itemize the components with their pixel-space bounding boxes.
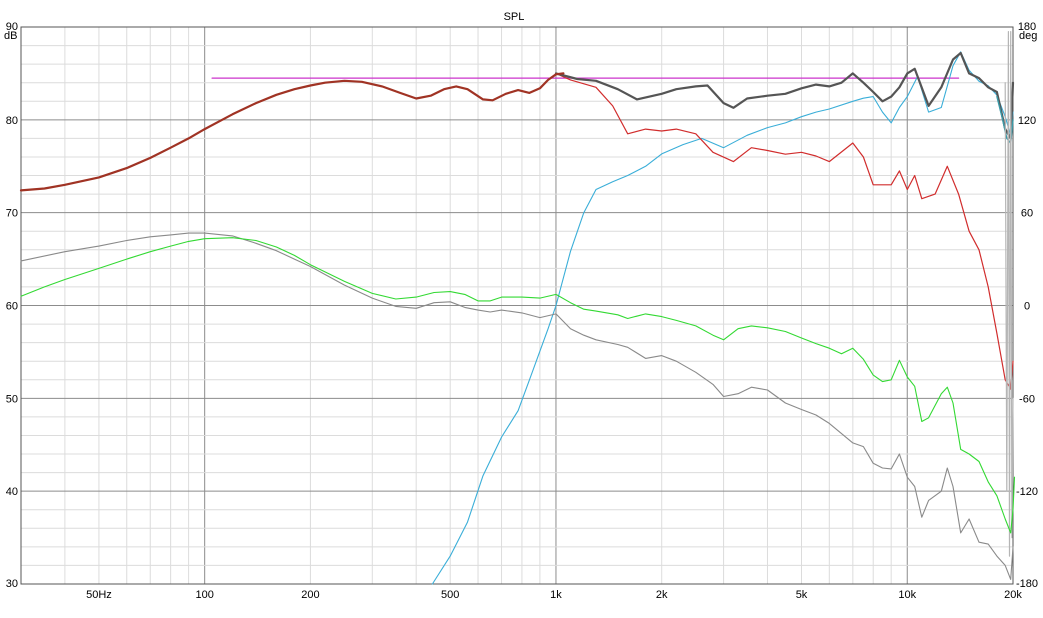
y-right-tick-label: -180	[1016, 578, 1038, 590]
y-right-tick-label: 0	[1024, 301, 1030, 313]
series-line-8	[20, 232, 1014, 580]
x-tick-label: 2k	[656, 589, 668, 601]
series-lines	[19, 31, 1016, 585]
x-tick-label: 50Hz	[86, 589, 112, 601]
series-line-9	[20, 237, 1016, 534]
chart-title: SPL	[504, 11, 525, 23]
y-left-tick-label: 70	[6, 208, 18, 220]
series-line-7	[19, 72, 565, 192]
y-left-unit-label: dB	[4, 30, 17, 42]
y-left-tick-label: 60	[6, 301, 18, 313]
y-right-tick-label: -120	[1016, 486, 1038, 498]
y-left-tick-label: 30	[6, 578, 18, 590]
plot-frame	[20, 26, 1014, 585]
x-tick-label: 5k	[796, 589, 808, 601]
x-tick-label: 200	[301, 589, 319, 601]
y-left-tick-label: 40	[6, 486, 18, 498]
series-line-4	[554, 51, 1015, 140]
y-right-unit-label: deg	[1019, 30, 1037, 42]
x-tick-label: 500	[441, 589, 459, 601]
x-tick-label: 20k	[1004, 589, 1022, 601]
y-left-tick-label: 50	[6, 393, 18, 405]
y-right-tick-label: 180	[1018, 21, 1036, 33]
grid-lines	[21, 27, 1013, 584]
y-right-tick-label: 60	[1021, 208, 1033, 220]
y-left-tick-label: 90	[6, 21, 18, 33]
series-line-6	[1004, 31, 1014, 557]
x-tick-label: 10k	[898, 589, 916, 601]
y-right-tick-label: -60	[1019, 393, 1035, 405]
y-right-tick-label: 120	[1018, 115, 1036, 127]
tick-labels: 50Hz 100 200 500 1k 2k 5k 10k 20k 30 40 50 60 70 80 90 -…	[6, 21, 1038, 601]
y-left-tick-label: 80	[6, 115, 18, 127]
x-tick-label: 1k	[550, 589, 562, 601]
series-line-3	[555, 72, 1014, 390]
x-tick-label: 100	[196, 589, 214, 601]
